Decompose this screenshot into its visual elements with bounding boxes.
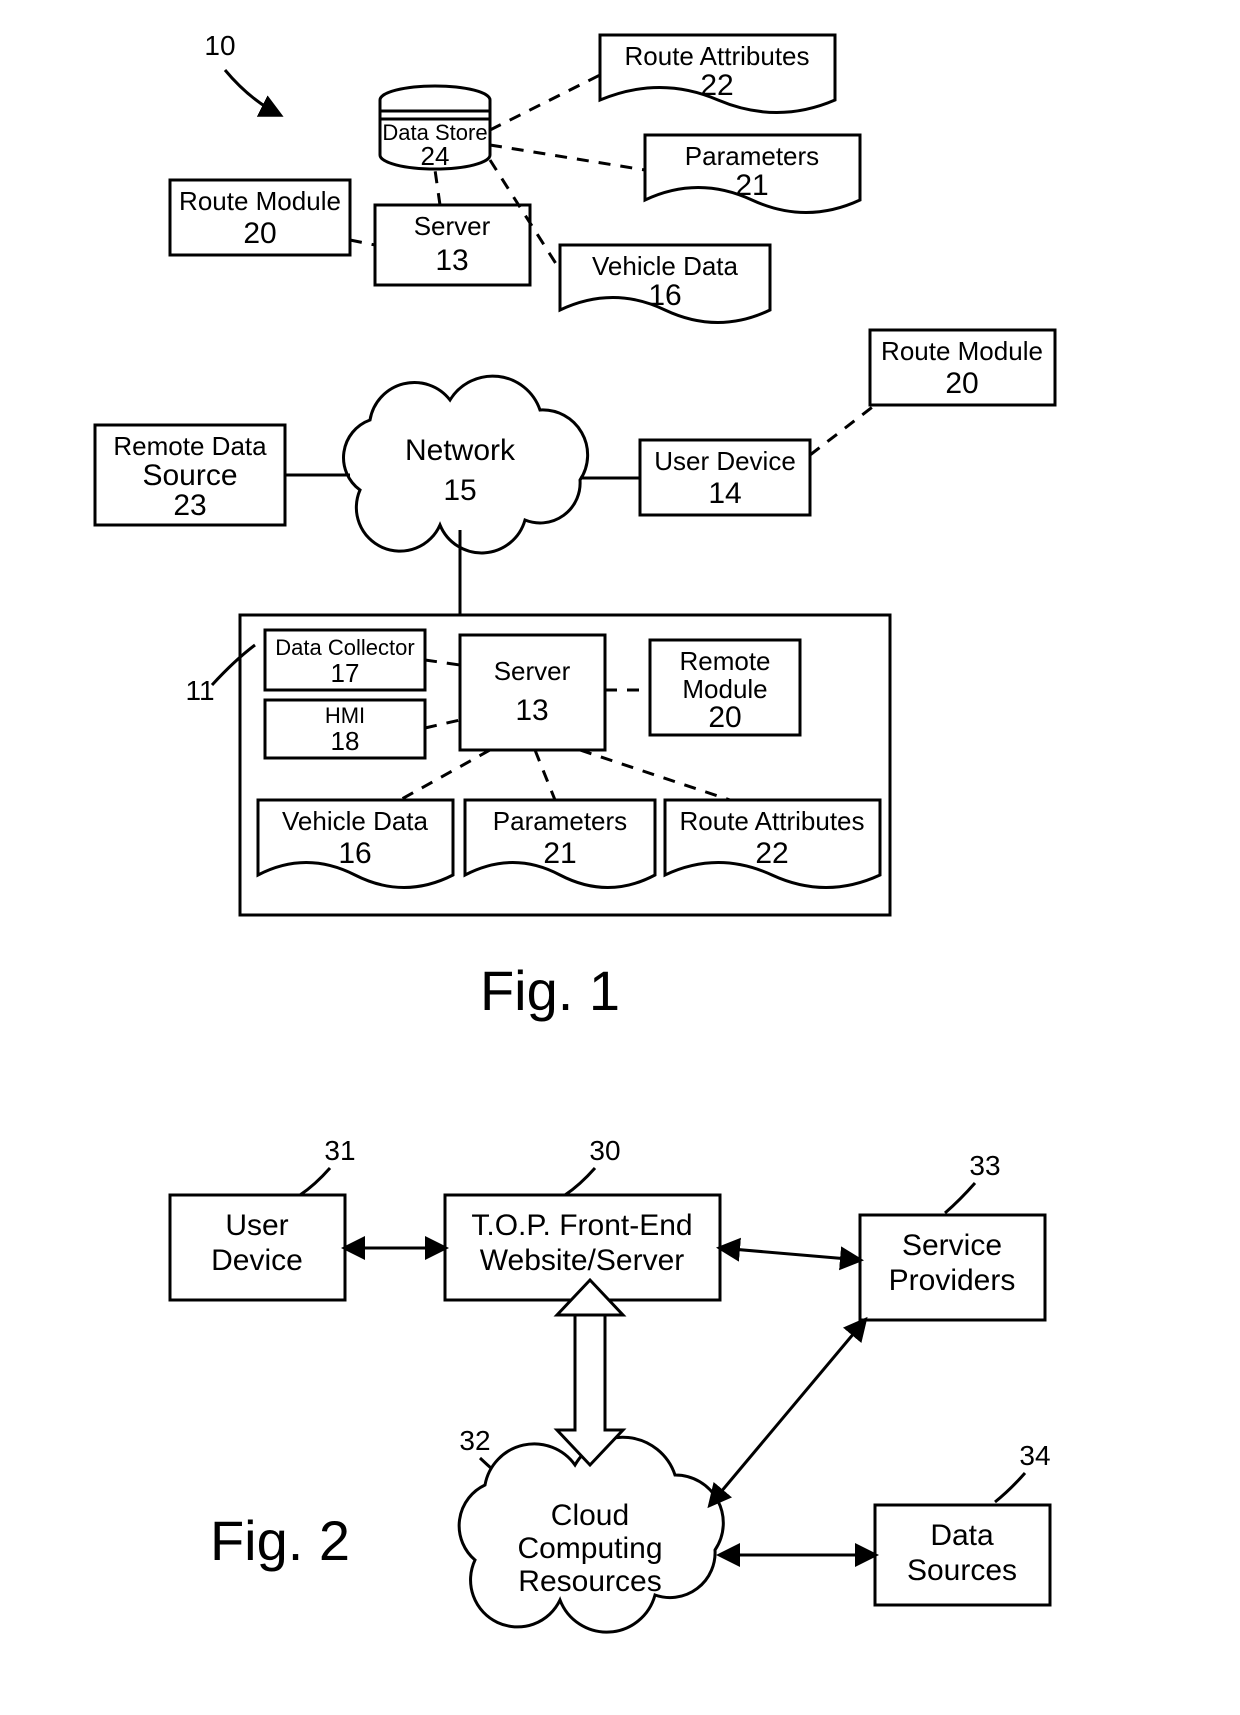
fig2-ref-34: 34 bbox=[995, 1440, 1051, 1502]
svg-text:Sources: Sources bbox=[907, 1554, 1017, 1587]
node-route-attributes-top: Route Attributes 22 bbox=[600, 35, 835, 113]
node-network: Network 15 bbox=[344, 376, 588, 553]
fig2-node-data-sources: Data Sources bbox=[875, 1505, 1050, 1605]
svg-text:Vehicle Data: Vehicle Data bbox=[282, 806, 429, 836]
node-server-bottom: Server 13 bbox=[460, 635, 605, 750]
svg-text:Data Collector: Data Collector bbox=[275, 635, 414, 660]
svg-text:31: 31 bbox=[324, 1135, 355, 1166]
fig2-node-cloud: Cloud Computing Resources bbox=[459, 1437, 723, 1632]
svg-text:34: 34 bbox=[1019, 1440, 1050, 1471]
svg-text:Remote Data: Remote Data bbox=[113, 431, 267, 461]
node-vehicle-data-top: Vehicle Data 16 bbox=[560, 245, 770, 323]
svg-text:13: 13 bbox=[515, 694, 548, 727]
diagram-canvas: 10 Route Attributes 22 Parameters 21 Veh… bbox=[0, 0, 1240, 1715]
svg-text:Website/Server: Website/Server bbox=[480, 1244, 685, 1277]
svg-text:18: 18 bbox=[331, 726, 360, 756]
svg-text:T.O.P. Front-End: T.O.P. Front-End bbox=[471, 1209, 692, 1242]
svg-text:HMI: HMI bbox=[325, 703, 365, 728]
svg-text:Remote: Remote bbox=[679, 646, 770, 676]
svg-text:Route Module: Route Module bbox=[881, 336, 1043, 366]
node-parameters-top: Parameters 21 bbox=[645, 135, 860, 213]
fig2-edge-cloud-service bbox=[710, 1320, 865, 1505]
svg-text:30: 30 bbox=[589, 1135, 620, 1166]
svg-text:15: 15 bbox=[443, 474, 476, 507]
edge-server-datastore bbox=[435, 170, 440, 205]
node-remote-data-source: Remote Data Source 23 bbox=[95, 425, 285, 525]
svg-text:Route Attributes: Route Attributes bbox=[680, 806, 865, 836]
svg-text:Vehicle Data: Vehicle Data bbox=[592, 251, 739, 281]
svg-text:14: 14 bbox=[708, 477, 741, 510]
node-hmi: HMI 18 bbox=[265, 700, 425, 758]
fig2-node-front-end: T.O.P. Front-End Website/Server bbox=[445, 1195, 720, 1300]
svg-text:16: 16 bbox=[648, 279, 681, 312]
svg-text:Server: Server bbox=[494, 656, 571, 686]
svg-text:17: 17 bbox=[331, 658, 360, 688]
svg-text:Parameters: Parameters bbox=[493, 806, 627, 836]
fig1-vehicle-ref: 11 bbox=[185, 675, 214, 706]
svg-text:Providers: Providers bbox=[889, 1264, 1016, 1297]
svg-text:24: 24 bbox=[421, 141, 450, 171]
svg-text:Data: Data bbox=[930, 1519, 994, 1552]
node-data-collector: Data Collector 17 bbox=[265, 630, 425, 690]
svg-text:Route Module: Route Module bbox=[179, 186, 341, 216]
svg-text:16: 16 bbox=[338, 837, 371, 870]
svg-text:User Device: User Device bbox=[654, 446, 796, 476]
node-data-store: Data Store 24 bbox=[380, 86, 490, 171]
svg-text:Parameters: Parameters bbox=[685, 141, 819, 171]
fig1-system-ref: 10 bbox=[204, 30, 235, 61]
node-route-module-top: Route Module 20 bbox=[170, 180, 350, 255]
svg-text:20: 20 bbox=[243, 217, 276, 250]
fig2-edge-front-service bbox=[720, 1248, 860, 1260]
svg-text:20: 20 bbox=[708, 701, 741, 734]
svg-text:20: 20 bbox=[945, 367, 978, 400]
node-route-module-right: Route Module 20 bbox=[870, 330, 1055, 405]
fig1-caption: Fig. 1 bbox=[480, 959, 620, 1022]
fig2-edge-front-cloud bbox=[557, 1280, 623, 1465]
fig2-ref-33: 33 bbox=[945, 1150, 1001, 1213]
fig2-caption: Fig. 2 bbox=[210, 1509, 350, 1572]
svg-text:21: 21 bbox=[543, 837, 576, 870]
node-remote-module: Remote Module 20 bbox=[650, 640, 800, 735]
fig2-node-user-device: User Device bbox=[170, 1195, 345, 1300]
node-user-device: User Device 14 bbox=[640, 440, 810, 515]
fig2-node-service-providers: Service Providers bbox=[860, 1215, 1045, 1320]
node-server-top: Server 13 bbox=[375, 205, 530, 285]
svg-text:Device: Device bbox=[211, 1244, 303, 1277]
svg-text:21: 21 bbox=[735, 169, 768, 202]
svg-text:33: 33 bbox=[969, 1150, 1000, 1181]
edge-datastore-params bbox=[490, 145, 645, 170]
edge-routemod-server bbox=[350, 240, 375, 245]
svg-text:32: 32 bbox=[459, 1425, 490, 1456]
fig1-system-arrow bbox=[225, 70, 280, 115]
edge-datastore-routeattr bbox=[490, 75, 600, 130]
fig2-ref-31: 31 bbox=[300, 1135, 356, 1195]
fig2-ref-30: 30 bbox=[565, 1135, 621, 1195]
svg-text:Computing: Computing bbox=[517, 1532, 662, 1565]
svg-text:Module: Module bbox=[682, 674, 767, 704]
svg-text:Resources: Resources bbox=[518, 1565, 661, 1598]
svg-text:Source: Source bbox=[142, 459, 237, 492]
svg-text:Route Attributes: Route Attributes bbox=[625, 41, 810, 71]
svg-text:Cloud: Cloud bbox=[551, 1499, 629, 1532]
svg-text:23: 23 bbox=[173, 489, 206, 522]
edge-userdev-routemod bbox=[810, 405, 875, 455]
svg-text:Service: Service bbox=[902, 1229, 1002, 1262]
svg-text:13: 13 bbox=[435, 244, 468, 277]
svg-text:User: User bbox=[225, 1209, 288, 1242]
svg-text:22: 22 bbox=[755, 837, 788, 870]
svg-text:Network: Network bbox=[405, 434, 516, 467]
svg-text:Server: Server bbox=[414, 211, 491, 241]
svg-text:22: 22 bbox=[700, 69, 733, 102]
